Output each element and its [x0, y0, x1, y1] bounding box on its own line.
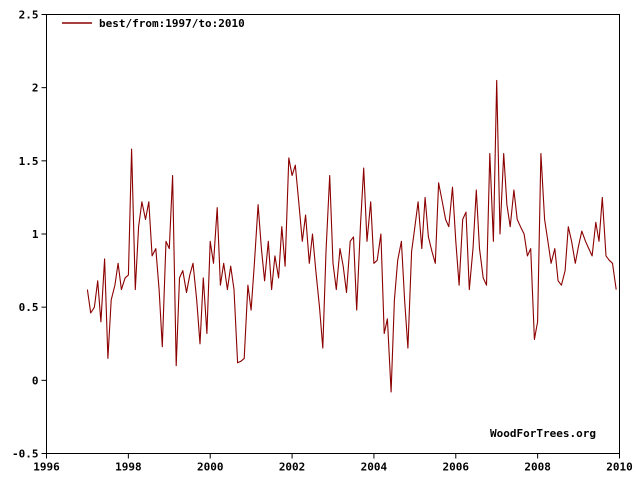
y-tick-label: 1 [32, 228, 39, 241]
legend: best/from:1997/to:2010 [62, 17, 245, 30]
y-tick-label: 2 [32, 82, 39, 95]
x-tick-label: 1998 [115, 461, 142, 474]
series-line [86, 79, 617, 393]
x-axis: 1996 1998 2000 2002 2004 2006 2008 2010 [33, 453, 633, 474]
x-tick-label: 1996 [33, 461, 60, 474]
x-tick-label: 2004 [361, 461, 388, 474]
x-tick-label: 2000 [197, 461, 224, 474]
legend-label: best/from:1997/to:2010 [99, 17, 245, 30]
y-tick-label: 2.5 [19, 9, 39, 22]
credit-label: WoodForTrees.org [490, 427, 596, 440]
y-axis: -0.5 0 0.5 1 1.5 2 2.5 [12, 9, 47, 461]
y-tick-label: 0 [32, 374, 39, 387]
series-layer [86, 79, 617, 393]
y-tick-label: 1.5 [19, 155, 39, 168]
x-tick-label: 2006 [443, 461, 470, 474]
x-tick-label: 2008 [524, 461, 551, 474]
x-tick-label: 2010 [606, 461, 633, 474]
plot-area [46, 14, 620, 454]
y-tick-label: 0.5 [19, 301, 39, 314]
y-tick-label: -0.5 [12, 448, 39, 461]
x-tick-label: 2002 [279, 461, 306, 474]
